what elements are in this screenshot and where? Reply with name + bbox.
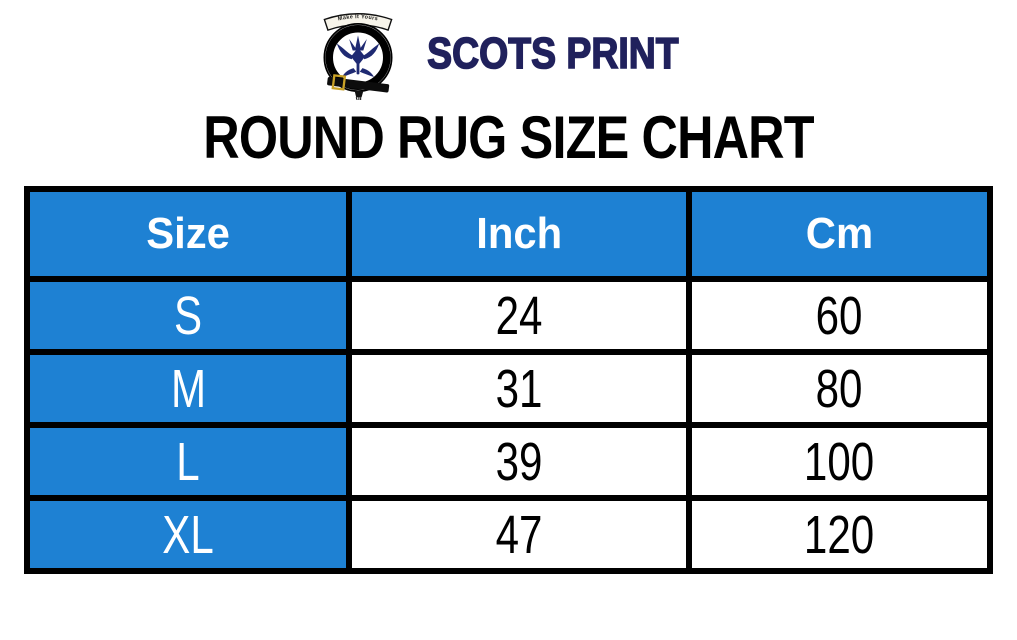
size-label: L bbox=[24, 422, 352, 501]
page-title: ROUND RUG SIZE CHART bbox=[203, 104, 814, 171]
table-row-m: M 31 80 bbox=[24, 349, 993, 428]
thistle-icon bbox=[336, 35, 379, 77]
scots-print-crest-icon: Make It Yours bbox=[323, 13, 393, 100]
header-cm: Cm bbox=[686, 186, 993, 282]
header-size: Size bbox=[24, 186, 352, 282]
round-rug-size-table: Size Inch Cm S 24 60 M 31 80 L 39 100 XL… bbox=[24, 186, 993, 574]
cm-value: 80 bbox=[686, 349, 993, 428]
table-row-s: S 24 60 bbox=[24, 276, 993, 355]
inch-value: 24 bbox=[346, 276, 692, 355]
header-inch: Inch bbox=[346, 186, 692, 282]
cm-value: 120 bbox=[686, 495, 993, 574]
size-label: M bbox=[24, 349, 352, 428]
brand-logo: Make It Yours SCOTS PRINT bbox=[0, 0, 1017, 100]
table-row-l: L 39 100 bbox=[24, 422, 993, 501]
belt-buckle-icon bbox=[326, 74, 389, 93]
table-row-xl: XL 47 120 bbox=[24, 495, 993, 574]
size-label: S bbox=[24, 276, 352, 355]
size-label: XL bbox=[24, 495, 352, 574]
cm-value: 60 bbox=[686, 276, 993, 355]
inch-value: 39 bbox=[346, 422, 692, 501]
brand-name: SCOTS PRINT bbox=[426, 29, 679, 78]
inch-value: 47 bbox=[346, 495, 692, 574]
table-header-row: Size Inch Cm bbox=[24, 186, 993, 282]
inch-value: 31 bbox=[346, 349, 692, 428]
cm-value: 100 bbox=[686, 422, 993, 501]
crest-motto: Make It Yours bbox=[337, 14, 378, 22]
